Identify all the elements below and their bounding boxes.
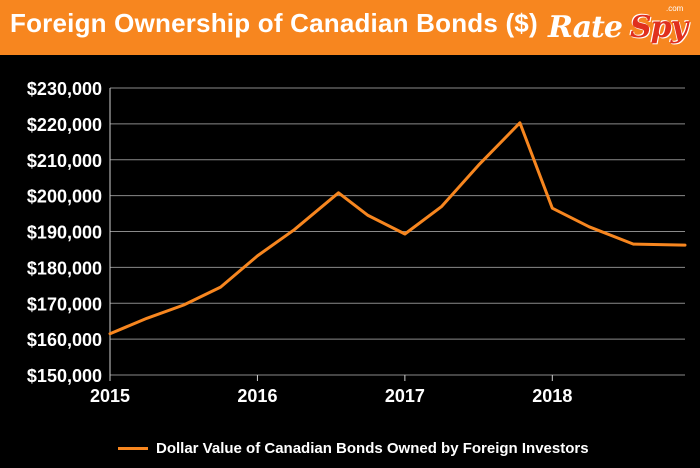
y-tick-label: $190,000 (27, 223, 102, 243)
y-tick-label: $210,000 (27, 151, 102, 171)
legend-label: Dollar Value of Canadian Bonds Owned by … (156, 440, 589, 457)
header-banner: Foreign Ownership of Canadian Bonds ($) … (0, 0, 700, 55)
y-tick-label: $160,000 (27, 330, 102, 350)
x-tick-label: 2015 (90, 386, 130, 406)
legend: Dollar Value of Canadian Bonds Owned by … (118, 440, 589, 457)
y-tick-label: $220,000 (27, 115, 102, 135)
x-tick-label: 2016 (237, 386, 277, 406)
y-tick-label: $230,000 (27, 79, 102, 99)
line-chart: $230,000 $220,000 $210,000 $200,000 $190,000… (27, 79, 687, 406)
y-tick-label: $150,000 (27, 366, 102, 386)
y-tick-label: $180,000 (27, 258, 102, 278)
logo-text-right: Spy (630, 10, 688, 45)
x-tick-label: 2017 (385, 386, 425, 406)
series-line (108, 121, 687, 336)
ratespy-logo[interactable]: Rate Spy .com (548, 4, 696, 50)
chart-title: Foreign Ownership of Canadian Bonds ($) (10, 8, 538, 38)
x-tick-label: 2018 (532, 386, 572, 406)
y-tick-label: $170,000 (27, 294, 102, 314)
logo-text-sup: .com (666, 4, 684, 13)
y-tick-label: $200,000 (27, 187, 102, 207)
logo-text-left: Rate (548, 10, 623, 45)
legend-swatch (118, 447, 148, 450)
